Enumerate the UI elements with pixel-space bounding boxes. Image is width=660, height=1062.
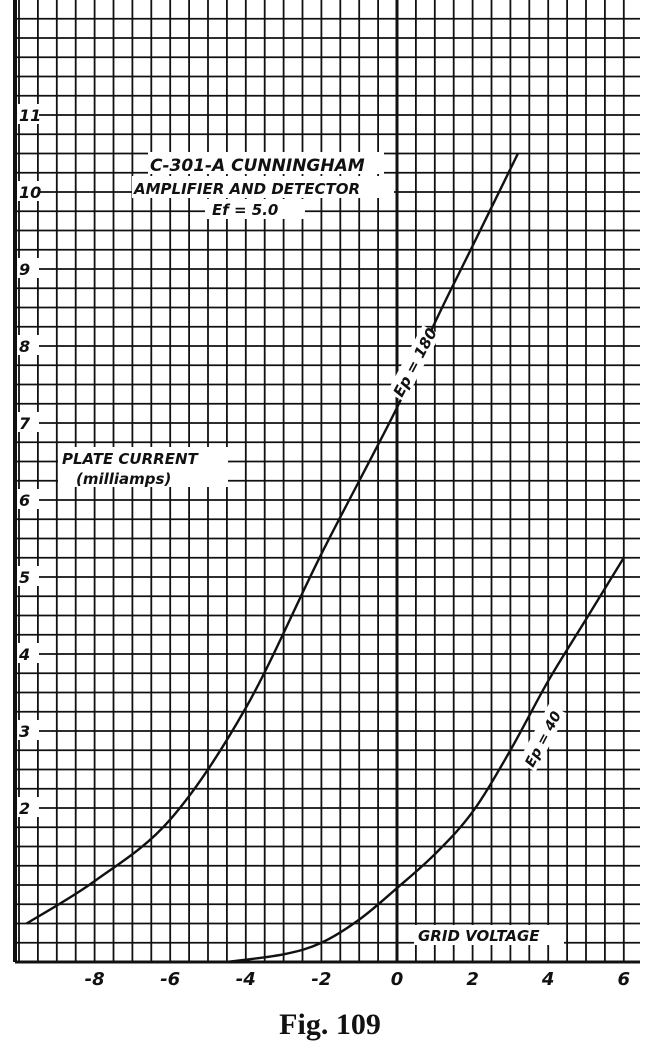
y-axis-label-line2: (milliamps): [76, 470, 171, 488]
y-axis-label: PLATE CURRENT (milliamps): [58, 447, 228, 488]
y-tick-label-bg: [17, 489, 39, 509]
chart-title-line3: Ef = 5.0: [212, 201, 278, 219]
y-axis-label-line1: PLATE CURRENT: [62, 450, 200, 468]
series-line-ep40: [226, 557, 625, 964]
x-axis-label-text: GRID VOLTAGE: [418, 927, 540, 945]
y-tick-label-bg: [17, 643, 39, 663]
x-tick-label: -6: [160, 969, 180, 990]
x-tick-label: 6: [618, 969, 631, 990]
y-tick-label: 11: [19, 106, 41, 125]
y-tick-label-bg: [17, 104, 39, 124]
chart-title-line1: C-301-A CUNNINGHAM: [150, 156, 365, 176]
x-tick-label: -8: [85, 969, 105, 990]
y-tick-label-bg: [17, 566, 39, 586]
x-tick-label: -4: [236, 969, 256, 990]
y-tick-label: 8: [19, 337, 30, 356]
y-tick-label: 4: [18, 645, 30, 664]
y-tick-label: 6: [19, 491, 30, 510]
title-block: C-301-A CUNNINGHAM AMPLIFIER AND DETECTO…: [132, 152, 394, 219]
y-tick-label-bg: [17, 720, 39, 740]
x-tick-label: 0: [391, 969, 404, 990]
y-tick-label: 10: [19, 183, 41, 202]
y-tick-label: 9: [19, 260, 30, 279]
x-tick-label: -2: [311, 969, 331, 990]
x-tick-label: 2: [466, 969, 479, 990]
y-tick-label: 5: [19, 568, 30, 587]
series-label-ep180: Ep = 180: [386, 325, 441, 402]
y-tick-label-bg: [17, 181, 39, 201]
y-tick-label: 2: [19, 799, 30, 818]
series-line-ep180: [25, 152, 520, 925]
figure-caption: Fig. 109: [279, 1008, 381, 1041]
y-tick-label-bg: [17, 412, 39, 432]
y-tick-label-bg: [17, 797, 39, 817]
x-tick-label: 4: [541, 969, 555, 990]
tick-labels: -8 -6 -4 -2 0 2 4 6 2 3 4 5 6 7 8 9 10 11: [17, 104, 630, 990]
curves: [25, 152, 625, 964]
y-tick-label: 3: [19, 722, 30, 741]
y-tick-label: 7: [19, 414, 31, 433]
y-tick-label-bg: [17, 258, 39, 278]
y-tick-label-bg: [17, 335, 39, 355]
x-axis-label: GRID VOLTAGE: [414, 925, 564, 945]
series-label-ep40: Ep = 40: [517, 703, 567, 772]
chart-title-line2: AMPLIFIER AND DETECTOR: [133, 180, 360, 198]
